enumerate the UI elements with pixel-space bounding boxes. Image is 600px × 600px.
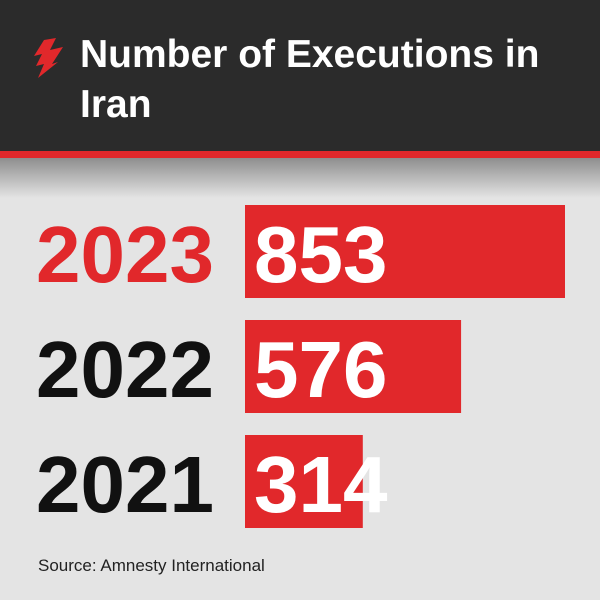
value-label: 314 [254,440,388,529]
category-label: 2022 [36,325,214,414]
header-shadow [0,158,600,198]
bar [245,205,565,298]
value-label: 576 [254,325,387,414]
header [0,0,600,151]
logo [34,38,63,78]
category-label: 2023 [36,210,214,299]
source-note: Source: Amnesty International [38,556,265,575]
bar [245,320,462,413]
header-rule [0,151,600,158]
category-label: 2021 [36,440,214,529]
value-label: 853 [254,210,387,299]
logo-shape [34,38,63,78]
chart-title: Number of Executions in Iran [80,33,540,126]
bar [245,435,363,528]
